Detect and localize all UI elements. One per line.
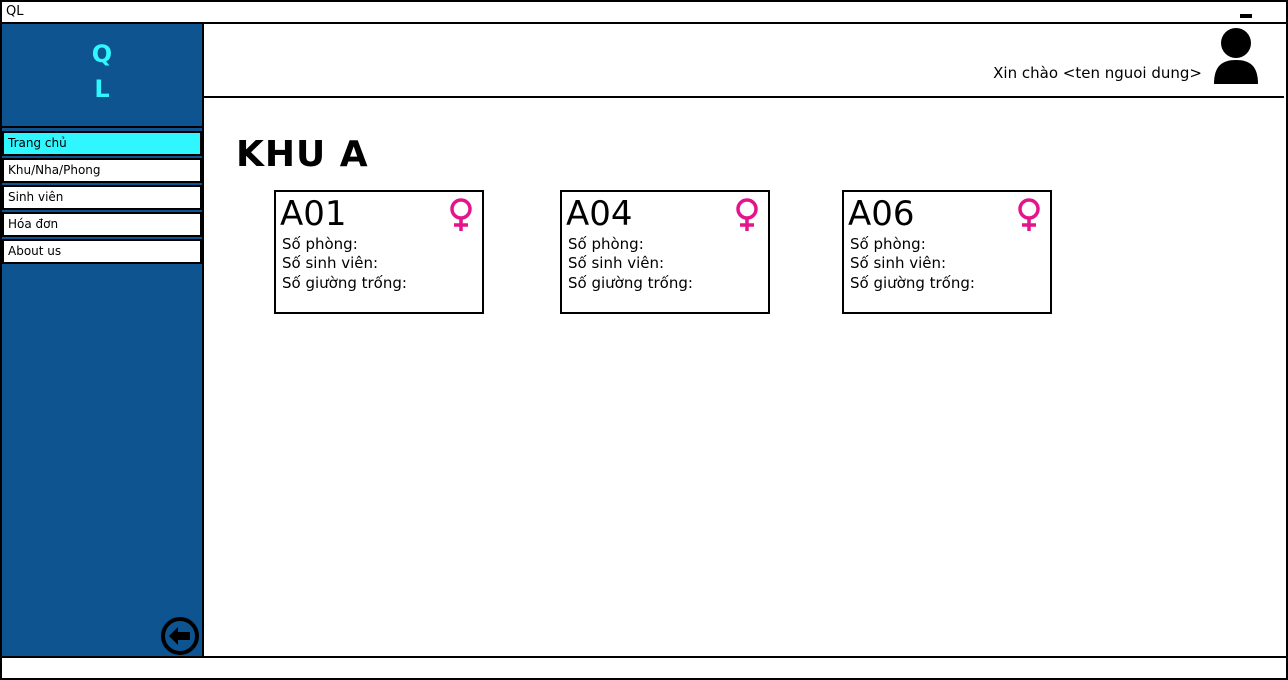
female-icon bbox=[736, 198, 758, 231]
user-icon[interactable] bbox=[1212, 26, 1260, 86]
building-code: A06 bbox=[848, 194, 915, 234]
empty-beds-label: Số giường trống: bbox=[568, 274, 693, 292]
sidebar-item-about-us[interactable]: About us bbox=[2, 239, 202, 264]
window-title: QL bbox=[6, 4, 24, 19]
building-code: A01 bbox=[280, 194, 347, 234]
title-bar: QL bbox=[2, 2, 1286, 24]
rooms-label: Số phòng: bbox=[568, 235, 644, 253]
status-bar bbox=[2, 656, 1286, 678]
logo-line-1: Q bbox=[91, 40, 113, 68]
sidebar-item-khu-nha-phong[interactable]: Khu/Nha/Phong bbox=[2, 158, 202, 183]
building-card-a01[interactable]: A01 Số phòng: Số sinh viên: Số giường tr… bbox=[274, 190, 484, 314]
empty-beds-label: Số giường trống: bbox=[282, 274, 407, 292]
app-logo: Q L bbox=[2, 24, 202, 128]
logo-line-2: L bbox=[94, 75, 110, 103]
sidebar-item-hoa-don[interactable]: Hóa đơn bbox=[2, 212, 202, 237]
sidebar-menu: Trang chủ Khu/Nha/Phong Sinh viên Hóa đơ… bbox=[2, 131, 203, 266]
greeting-text: Xin chào <ten nguoi dung> bbox=[993, 64, 1202, 82]
page-title: KHU A bbox=[236, 134, 369, 175]
minimize-icon[interactable] bbox=[1240, 14, 1252, 18]
back-arrow-icon[interactable] bbox=[160, 616, 200, 656]
students-label: Số sinh viên: bbox=[568, 254, 665, 272]
building-card-a06[interactable]: A06 Số phòng: Số sinh viên: Số giường tr… bbox=[842, 190, 1052, 314]
female-icon bbox=[1018, 198, 1040, 231]
empty-beds-label: Số giường trống: bbox=[850, 274, 975, 292]
female-icon bbox=[450, 198, 472, 231]
rooms-label: Số phòng: bbox=[282, 235, 358, 253]
sidebar-item-sinh-vien[interactable]: Sinh viên bbox=[2, 185, 202, 210]
students-label: Số sinh viên: bbox=[282, 254, 379, 272]
header: Xin chào <ten nguoi dung> bbox=[204, 24, 1284, 98]
rooms-label: Số phòng: bbox=[850, 235, 926, 253]
sidebar-item-trang-chu[interactable]: Trang chủ bbox=[2, 131, 202, 156]
students-label: Số sinh viên: bbox=[850, 254, 947, 272]
building-card-a04[interactable]: A04 Số phòng: Số sinh viên: Số giường tr… bbox=[560, 190, 770, 314]
building-code: A04 bbox=[566, 194, 633, 234]
sidebar: Q L Trang chủ Khu/Nha/Phong Sinh viên Hó… bbox=[2, 24, 204, 658]
